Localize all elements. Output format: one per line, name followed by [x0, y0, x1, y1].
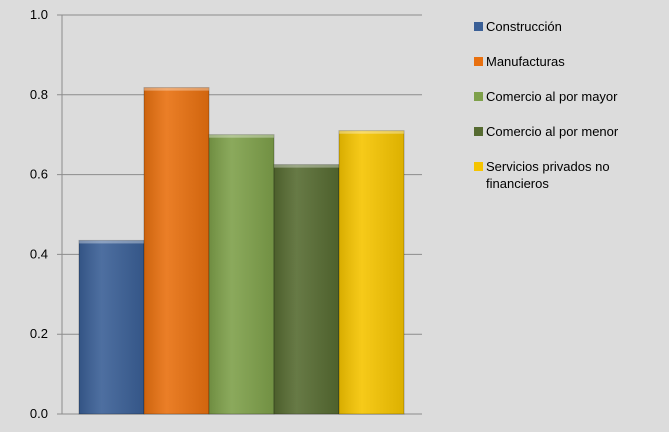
legend-label: Comercio al por menor: [486, 124, 619, 139]
bar-shading: [79, 240, 144, 414]
bar: [338, 130, 405, 415]
bar-shading: [144, 87, 209, 415]
y-axis: 0.0 0.2 0.4 0.6 0.8 1.0: [30, 7, 63, 421]
bar-shading: [209, 134, 274, 414]
legend-label: Manufacturas: [486, 54, 565, 69]
bar-highlight: [144, 87, 209, 91]
bar-shading: [274, 164, 339, 414]
legend-item: Manufacturas: [474, 53, 664, 70]
legend-label: Comercio al por mayor: [486, 89, 618, 104]
legend-label: Construcción: [486, 19, 562, 34]
legend-swatch: [474, 92, 483, 101]
y-tick-label: 0.8: [30, 87, 48, 102]
legend-item: Servicios privados no financieros: [474, 158, 664, 192]
y-tick-label: 1.0: [30, 7, 48, 22]
legend-swatch: [474, 57, 483, 66]
bar-highlight: [274, 164, 339, 168]
y-tick-label: 0.0: [30, 406, 48, 421]
bars: [78, 87, 405, 415]
bar: [208, 134, 275, 415]
bar-highlight: [209, 134, 274, 138]
legend-label: Servicios privados no financieros: [486, 159, 610, 191]
legend-item: Construcción: [474, 18, 664, 35]
legend-item: Comercio al por menor: [474, 123, 664, 140]
y-tick-label: 0.6: [30, 167, 48, 182]
legend-swatch: [474, 127, 483, 136]
bar-highlight: [339, 130, 404, 134]
bar-highlight: [79, 240, 144, 244]
bar-shading: [339, 130, 404, 414]
bar: [78, 239, 145, 415]
legend-item: Comercio al por mayor: [474, 88, 664, 105]
legend-swatch: [474, 162, 483, 171]
legend-swatch: [474, 22, 483, 31]
legend: Construcción Manufacturas Comercio al por …: [474, 18, 664, 210]
y-tick-label: 0.2: [30, 326, 48, 341]
bar: [143, 87, 210, 415]
bar: [273, 164, 340, 415]
y-tick-label: 0.4: [30, 246, 48, 261]
